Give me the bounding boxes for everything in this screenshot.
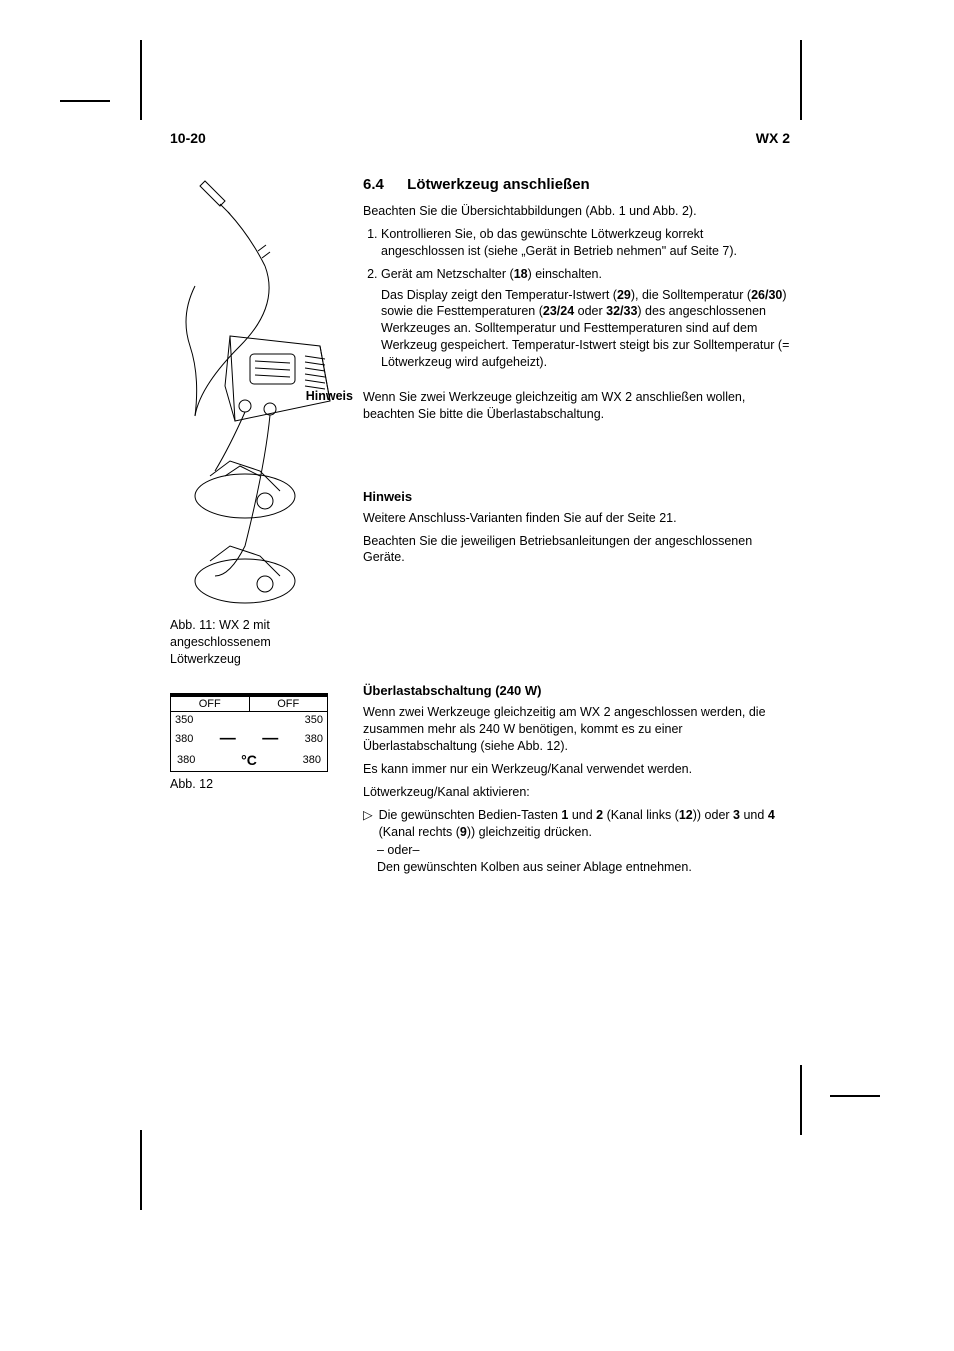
page-header: 10-20 WX 2 bbox=[170, 130, 790, 146]
left-column: Abb. 11: WX 2 mit angeschlossenem Lötwer… bbox=[170, 176, 345, 877]
display-off-right: OFF bbox=[250, 694, 328, 711]
steps-list: Kontrollieren Sie, ob das gewünschte Löt… bbox=[363, 226, 790, 371]
display-off-left: OFF bbox=[171, 694, 250, 711]
display-350-r: 350 bbox=[305, 714, 323, 726]
display-350-l: 350 bbox=[175, 714, 193, 726]
dash-r: — bbox=[262, 730, 278, 748]
overload-or: – oder– bbox=[377, 842, 790, 860]
section-heading: 6.4 Lötwerkzeug anschließen bbox=[363, 176, 790, 193]
overload-bullet: ▷ Die gewünschten Bedien-Tasten 1 und 2 … bbox=[363, 807, 790, 842]
right-column: 6.4 Lötwerkzeug anschließen Beachten Sie… bbox=[363, 176, 790, 877]
overload-p2: Es kann immer nur ein Werkzeug/Kanal ver… bbox=[363, 761, 790, 778]
step-2-detail: Das Display zeigt den Temperatur-Istwert… bbox=[381, 287, 790, 371]
display-b380-l: 380 bbox=[177, 754, 195, 766]
display-380-r: 380 bbox=[305, 733, 323, 745]
triangle-bullet-icon: ▷ bbox=[363, 807, 373, 842]
header-right: WX 2 bbox=[756, 130, 790, 146]
step-2: Gerät am Netzschalter (18) einschalten. … bbox=[381, 266, 790, 371]
header-left: 10-20 bbox=[170, 130, 206, 146]
overload-last: Den gewünschten Kolben aus seiner Ablage… bbox=[377, 859, 790, 877]
figure-11-caption: Abb. 11: WX 2 mit angeschlossenem Lötwer… bbox=[170, 617, 345, 668]
overload-heading: Überlastabschaltung (240 W) bbox=[363, 683, 790, 698]
dash-l: — bbox=[220, 730, 236, 748]
figure-12-caption: Abb. 12 bbox=[170, 776, 345, 793]
step-1: Kontrollieren Sie, ob das gewünschte Löt… bbox=[381, 226, 790, 260]
hinweis-2-label: Hinweis bbox=[363, 489, 790, 504]
figure-12-display: OFF OFF 350 350 380 — — 380 380 °C 380 bbox=[170, 693, 328, 772]
display-380-l: 380 bbox=[175, 733, 193, 745]
section-title: Lötwerkzeug anschließen bbox=[407, 176, 590, 193]
hinweis-2-p1: Weitere Anschluss-Varianten finden Sie a… bbox=[363, 510, 790, 527]
hinweis-1-text: Wenn Sie zwei Werkzeuge gleichzeitig am … bbox=[363, 389, 790, 423]
page-content: 10-20 WX 2 bbox=[170, 130, 790, 877]
overload-p3: Lötwerkzeug/Kanal aktivieren: bbox=[363, 784, 790, 801]
hinweis-1-label: Hinweis bbox=[298, 389, 353, 423]
display-b380-r: 380 bbox=[303, 754, 321, 766]
hinweis-1: Hinweis Wenn Sie zwei Werkzeuge gleichze… bbox=[363, 389, 790, 423]
overload-p1: Wenn zwei Werkzeuge gleichzeitig am WX 2… bbox=[363, 704, 790, 755]
section-number: 6.4 bbox=[363, 176, 403, 193]
intro-paragraph: Beachten Sie die Übersichtabbildungen (A… bbox=[363, 203, 790, 220]
display-unit: °C bbox=[241, 752, 257, 768]
hinweis-2-p2: Beachten Sie die jeweiligen Betriebsanle… bbox=[363, 533, 790, 567]
